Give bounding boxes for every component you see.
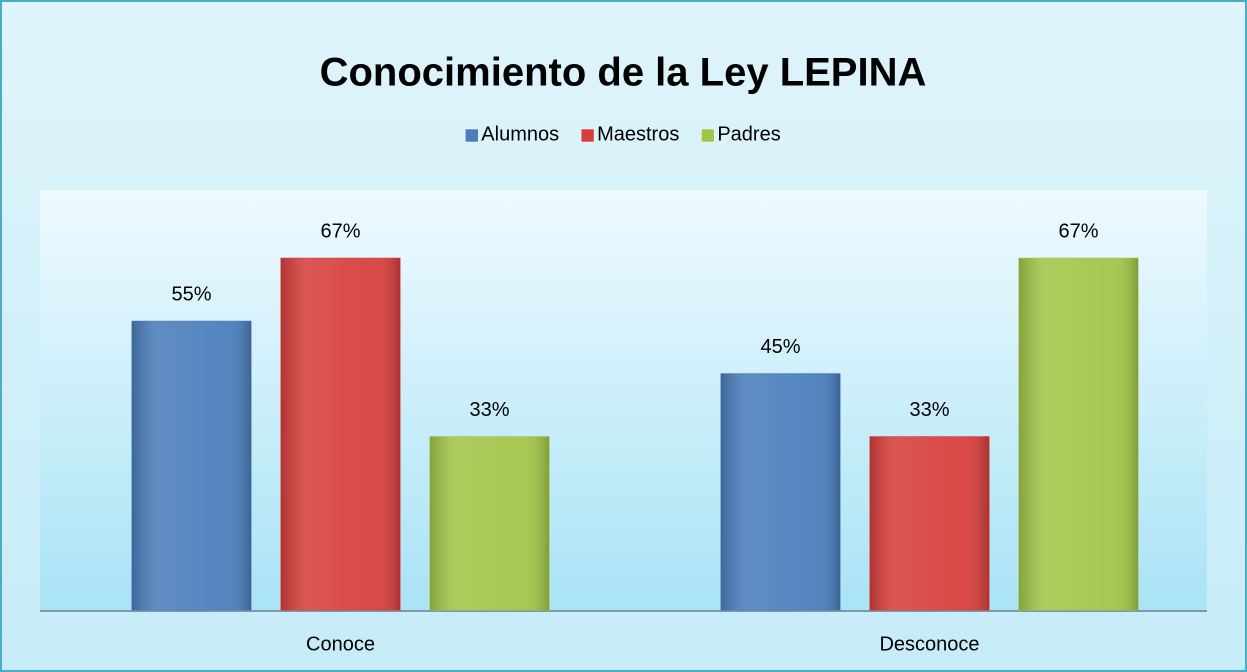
data-label: 45% (760, 336, 800, 358)
data-label: 67% (1058, 221, 1098, 243)
bar-shade (1019, 258, 1138, 610)
data-label: 67% (320, 221, 360, 243)
data-label: 33% (909, 399, 949, 421)
legend-swatch (701, 128, 715, 143)
chart-title: Conocimiento de la Ley LEPINA (320, 51, 927, 95)
data-label: 33% (469, 399, 509, 421)
legend-label: Maestros (597, 123, 679, 145)
legend-swatch (465, 128, 479, 143)
bar-shade (430, 436, 549, 610)
data-label: 55% (171, 284, 211, 306)
x-tick-label: Desconoce (879, 633, 979, 655)
legend-label: Padres (717, 123, 780, 145)
bar-shade (281, 258, 400, 610)
legend-swatch (580, 128, 595, 143)
bar-shade (870, 436, 989, 610)
x-tick-label: Conoce (306, 633, 375, 655)
bar-shade (132, 321, 251, 610)
legend-label: Alumnos (481, 123, 559, 145)
bar-shade (721, 373, 840, 610)
legend: Alumnos Maestros Padres (465, 123, 781, 145)
